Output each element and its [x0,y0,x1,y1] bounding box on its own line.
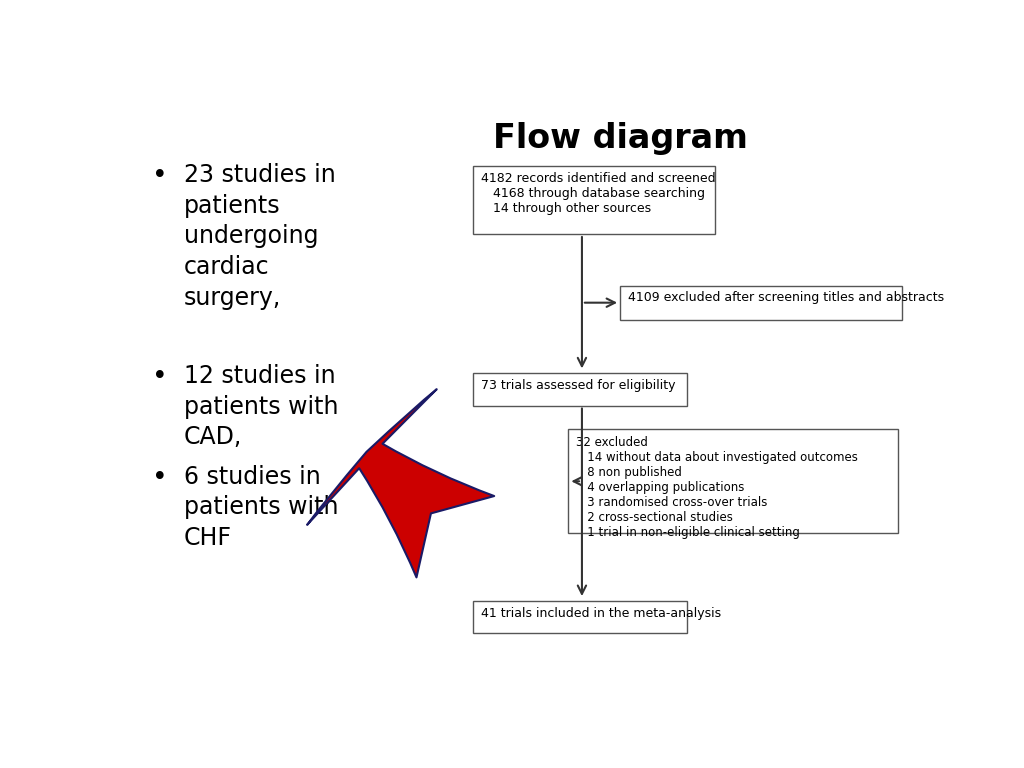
Text: 73 trials assessed for eligibility: 73 trials assessed for eligibility [481,379,676,392]
FancyBboxPatch shape [473,601,687,634]
FancyBboxPatch shape [473,373,687,406]
FancyBboxPatch shape [620,286,902,319]
Text: •: • [152,163,168,189]
Text: 12 studies in
patients with
CAD,: 12 studies in patients with CAD, [183,364,338,449]
Text: 32 excluded
   14 without data about investigated outcomes
   8 non published
  : 32 excluded 14 without data about invest… [577,436,858,539]
FancyBboxPatch shape [568,429,898,533]
Text: 41 trials included in the meta-analysis: 41 trials included in the meta-analysis [481,607,721,620]
Text: 4182 records identified and screened
   4168 through database searching
   14 th: 4182 records identified and screened 416… [481,172,716,215]
Text: 4109 excluded after screening titles and abstracts: 4109 excluded after screening titles and… [628,291,944,304]
Text: •: • [152,465,168,491]
Text: Flow diagram: Flow diagram [493,121,748,154]
Text: 6 studies in
patients with
CHF: 6 studies in patients with CHF [183,465,338,550]
Text: 23 studies in
patients
undergoing
cardiac
surgery,: 23 studies in patients undergoing cardia… [183,163,335,310]
Text: •: • [152,364,168,390]
FancyBboxPatch shape [473,166,715,234]
